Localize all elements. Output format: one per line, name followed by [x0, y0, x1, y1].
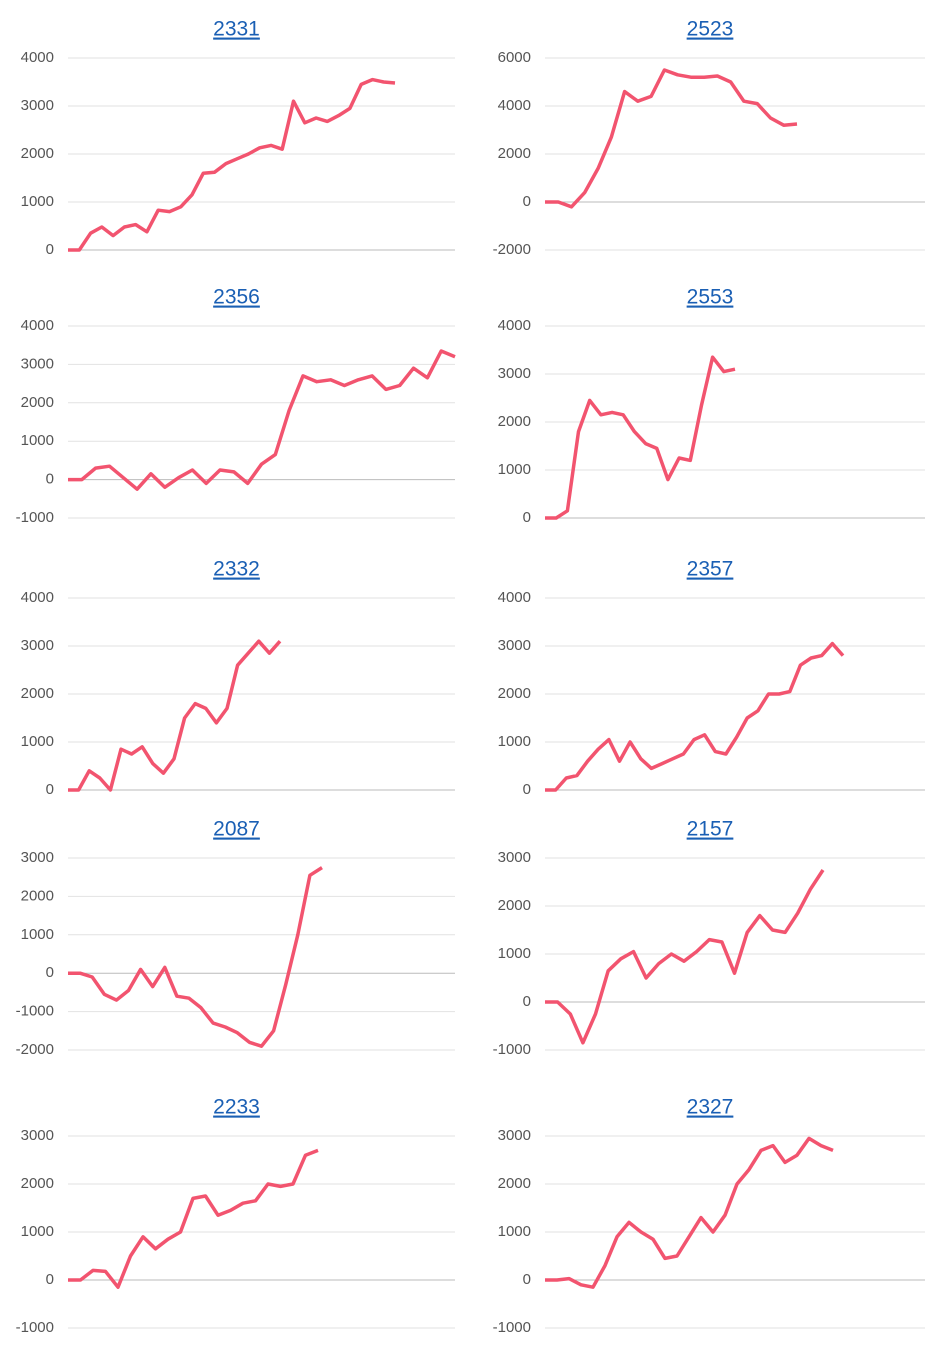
chart-title[interactable]: 2327: [687, 1096, 734, 1119]
data-line: [545, 68, 798, 209]
y-tick-label: 3000: [21, 1127, 54, 1144]
line-chart: 2357 0 1000 2000 3000 4000: [498, 558, 925, 798]
chart-title[interactable]: 2356: [213, 286, 260, 309]
y-tick-label: 1000: [498, 1223, 531, 1240]
y-tick-label: 4000: [21, 317, 54, 334]
y-tick-label: 6000: [498, 49, 531, 66]
data-line: [68, 349, 456, 491]
y-tick-label: 0: [46, 471, 54, 488]
chart-title[interactable]: 2523: [687, 18, 734, 41]
y-tick-label: -2000: [493, 241, 531, 258]
y-tick-label: 1000: [21, 432, 54, 449]
chart-title[interactable]: 2332: [213, 558, 260, 581]
y-tick-label: 1000: [21, 1223, 54, 1240]
y-tick-label: 3000: [21, 355, 54, 372]
y-tick-label: 0: [46, 781, 54, 798]
y-tick-label: 0: [523, 509, 531, 526]
chart-title[interactable]: 2553: [687, 286, 734, 309]
y-tick-label: 3000: [498, 365, 531, 382]
y-tick-label: -1000: [16, 1003, 54, 1020]
chart-title[interactable]: 2233: [213, 1096, 260, 1119]
y-tick-label: 0: [523, 781, 531, 798]
y-tick-label: 0: [523, 993, 531, 1010]
data-line: [545, 355, 736, 520]
y-tick-label: 1000: [498, 461, 531, 478]
y-tick-label: 2000: [498, 685, 531, 702]
line-chart: 2157 -1000 0 1000 2000 3000: [493, 818, 925, 1058]
y-tick-label: 2000: [21, 1175, 54, 1192]
y-tick-label: -1000: [16, 1319, 54, 1336]
y-tick-label: -1000: [16, 509, 54, 526]
line-chart: 2331 0 1000 2000 3000 4000: [21, 18, 455, 258]
y-tick-label: 2000: [21, 145, 54, 162]
chart-title[interactable]: 2357: [687, 558, 734, 581]
y-tick-label: 3000: [498, 637, 531, 654]
data-line: [545, 641, 845, 792]
y-tick-label: 3000: [21, 637, 54, 654]
y-tick-label: 1000: [21, 733, 54, 750]
y-tick-label: 0: [46, 241, 54, 258]
y-tick-label: 1000: [21, 926, 54, 943]
line-chart: 2332 0 1000 2000 3000 4000: [21, 558, 455, 798]
y-tick-label: 3000: [21, 849, 54, 866]
chart-title[interactable]: 2087: [213, 818, 260, 841]
y-tick-label: 2000: [498, 1175, 531, 1192]
line-chart: 2523 -2000 0 2000 4000 6000: [493, 18, 925, 258]
line-chart: 2327 -1000 0 1000 2000 3000: [493, 1096, 925, 1336]
line-chart: 2087 -2000 -1000 0 1000 2000 3000: [16, 818, 455, 1058]
y-tick-label: 2000: [21, 887, 54, 904]
y-tick-label: 1000: [498, 733, 531, 750]
data-line: [545, 869, 825, 1045]
y-tick-label: 2000: [498, 413, 531, 430]
y-tick-label: 3000: [498, 849, 531, 866]
data-line: [68, 639, 282, 792]
y-tick-label: 4000: [498, 317, 531, 334]
y-tick-label: 1000: [21, 193, 54, 210]
line-chart: 2356 -1000 0 1000 2000 3000 4000: [16, 286, 456, 526]
y-tick-label: 2000: [498, 145, 531, 162]
y-tick-label: 0: [46, 1271, 54, 1288]
y-tick-label: 2000: [21, 685, 54, 702]
y-tick-label: 0: [46, 964, 54, 981]
line-chart: 2233 -1000 0 1000 2000 3000: [16, 1096, 455, 1336]
y-tick-label: 3000: [21, 97, 54, 114]
y-tick-label: -1000: [493, 1041, 531, 1058]
y-tick-label: 2000: [21, 394, 54, 411]
data-line: [68, 1148, 319, 1289]
chart-title[interactable]: 2157: [687, 818, 734, 841]
chart-title[interactable]: 2331: [213, 18, 260, 41]
y-tick-label: 0: [523, 1271, 531, 1288]
y-tick-label: 1000: [498, 945, 531, 962]
y-tick-label: 4000: [21, 49, 54, 66]
data-line: [68, 866, 323, 1048]
y-tick-label: 4000: [498, 589, 531, 606]
y-tick-label: -1000: [493, 1319, 531, 1336]
line-chart: 2553 0 1000 2000 3000 4000: [498, 286, 925, 526]
data-line: [68, 77, 396, 252]
y-tick-label: 4000: [498, 97, 531, 114]
y-tick-label: 3000: [498, 1127, 531, 1144]
data-line: [545, 1136, 834, 1289]
y-tick-label: -2000: [16, 1041, 54, 1058]
y-tick-label: 2000: [498, 897, 531, 914]
y-tick-label: 0: [523, 193, 531, 210]
y-tick-label: 4000: [21, 589, 54, 606]
